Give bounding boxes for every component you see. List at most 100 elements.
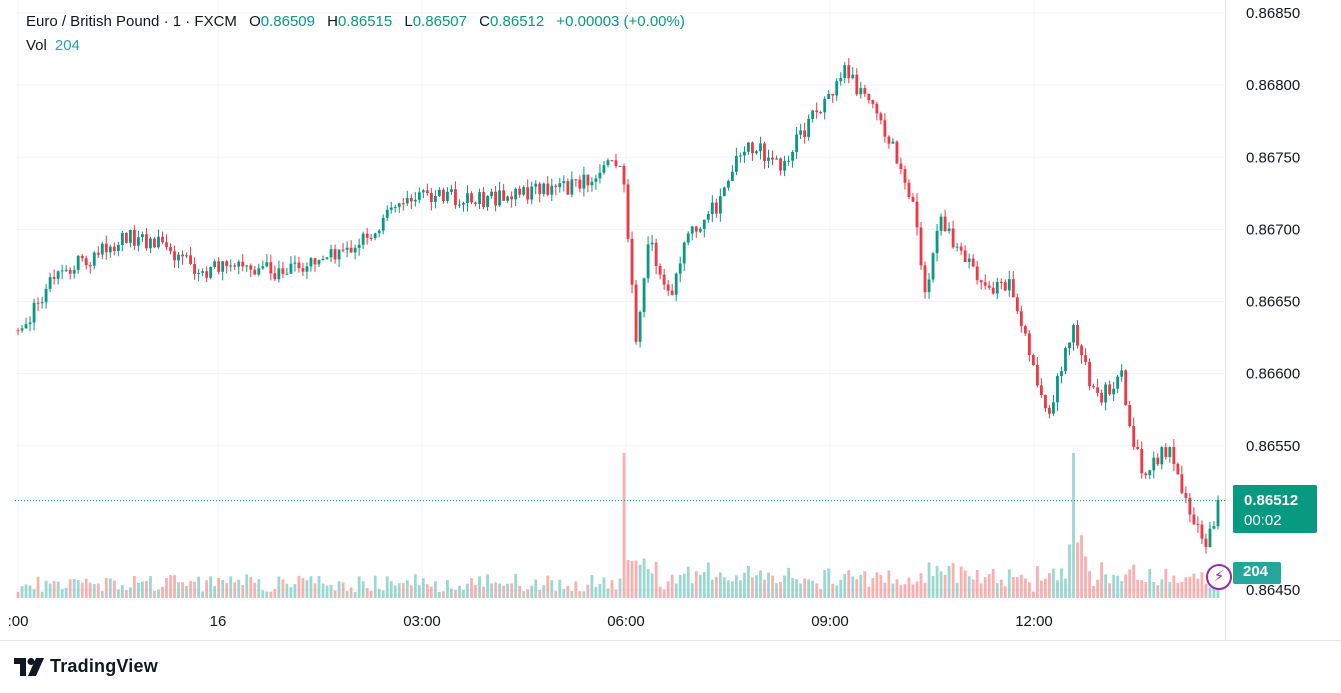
volume-bar: [1108, 583, 1112, 598]
candle-body: [582, 174, 586, 189]
volume-bar: [128, 587, 132, 598]
candle-body: [1040, 385, 1043, 395]
volume-bar: [433, 581, 437, 598]
symbol-title[interactable]: Euro / British Pound · 1 · FXCM: [26, 13, 237, 30]
candle-body: [943, 216, 947, 232]
candle-body: [381, 217, 385, 231]
candle-body: [1128, 404, 1132, 427]
candle-body: [1140, 448, 1144, 474]
volume-bar: [462, 589, 465, 598]
candle-body: [875, 103, 879, 114]
volume-bar: [60, 589, 64, 598]
candle-body: [189, 255, 192, 264]
candle-body: [859, 88, 863, 95]
volume-bar: [1188, 576, 1192, 598]
candle-body: [502, 190, 506, 201]
high-label: H: [327, 13, 338, 30]
volume-bar: [68, 579, 72, 598]
volume-bar: [229, 576, 233, 598]
volume-bar: [622, 453, 626, 598]
volume-bar: [899, 585, 903, 598]
volume-bar: [1168, 582, 1172, 598]
candle-body: [638, 311, 642, 342]
volume-bar: [646, 569, 650, 598]
candle-body: [714, 202, 718, 214]
candle-body: [1200, 524, 1204, 539]
candle-body: [526, 187, 530, 200]
volume-bar: [963, 570, 967, 598]
high-value: 0.86515: [338, 13, 393, 30]
volume-bars: [16, 453, 1220, 598]
tradingview-logo[interactable]: TradingView: [14, 656, 158, 677]
volume-bar: [907, 577, 911, 598]
lightning-icon[interactable]: ⚡: [1206, 564, 1232, 590]
volume-bar: [1084, 556, 1087, 598]
volume-bar: [883, 582, 887, 598]
volume-bar: [1200, 572, 1204, 598]
volume-bar: [670, 574, 674, 598]
candle-body: [297, 262, 301, 269]
time-axis-label: :00: [8, 613, 29, 630]
candle-body: [1144, 473, 1148, 476]
candle-body: [546, 183, 550, 195]
volume-bar: [205, 580, 209, 598]
candle-body: [474, 202, 477, 205]
volume-bar: [939, 571, 943, 598]
volume-bar: [277, 576, 281, 598]
candle-body: [92, 252, 96, 266]
candle-body: [843, 65, 847, 78]
volume-bar: [173, 575, 176, 598]
candle-body: [654, 242, 658, 266]
candle-body: [498, 190, 502, 206]
candle-body: [20, 328, 24, 331]
candle-body: [1176, 463, 1180, 475]
candle-body: [353, 247, 357, 253]
volume-bar: [931, 576, 935, 598]
candle-body: [871, 100, 875, 104]
candle-body: [40, 302, 44, 304]
candle-body: [313, 258, 317, 265]
candle-body: [743, 151, 746, 156]
candle-body: [357, 244, 361, 248]
volume-bar: [498, 583, 502, 598]
candle-body: [983, 282, 987, 286]
candle-body: [269, 262, 273, 274]
candle-body: [578, 179, 582, 189]
volume-bar: [590, 575, 594, 598]
candle-body: [149, 238, 152, 249]
volume-bar: [558, 579, 562, 598]
volume-bar: [1160, 579, 1164, 598]
candle-body: [373, 233, 377, 239]
candle-body: [265, 262, 269, 267]
volume-bar: [787, 567, 790, 598]
volume-bar: [562, 589, 566, 598]
candle-body: [895, 141, 899, 164]
candle-body: [807, 118, 811, 137]
candle-body: [706, 213, 710, 220]
candle-body: [1180, 474, 1184, 493]
candle-body: [458, 204, 461, 206]
volume-bar: [1096, 579, 1099, 598]
volume-bar: [193, 581, 196, 598]
volume-bar: [265, 591, 269, 598]
volume-bar: [405, 580, 409, 598]
candle-body: [112, 246, 116, 252]
volume-bar: [1132, 564, 1136, 598]
candle-body: [1204, 538, 1208, 547]
volume-bar: [145, 581, 148, 598]
volume-bar: [751, 577, 754, 598]
candle-body: [325, 257, 329, 259]
candle-body: [365, 233, 369, 238]
volume-bar: [261, 590, 265, 598]
candle-body: [1052, 402, 1055, 414]
candle-body: [1136, 446, 1140, 449]
candle-body: [915, 201, 919, 228]
candle-body: [1156, 457, 1160, 465]
candle-body: [229, 265, 233, 267]
candle-body: [482, 192, 485, 208]
volume-bar: [421, 578, 425, 598]
candle-body: [44, 288, 48, 303]
volume-bar: [16, 591, 20, 598]
volume-bar: [1031, 591, 1035, 598]
